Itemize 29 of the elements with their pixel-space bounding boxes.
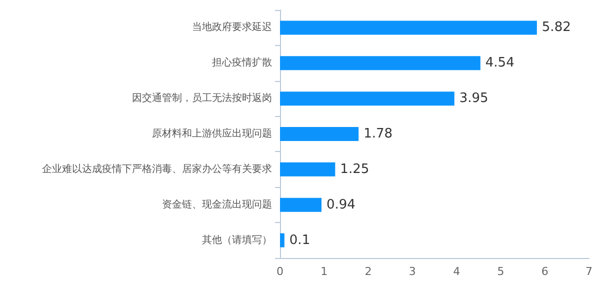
data-label: 3.95 — [459, 91, 488, 106]
data-label: 0.94 — [326, 197, 356, 212]
y-tick-label: 其他（请填写） — [202, 234, 272, 246]
data-label: 1.25 — [340, 162, 370, 177]
x-tick-label: 3 — [408, 265, 416, 278]
bar — [280, 198, 322, 212]
y-tick-label: 企业难以达成疫情下严格消毒、居家办公等有关要求 — [42, 162, 272, 175]
x-tick-label: 4 — [453, 265, 460, 278]
data-label: 1.78 — [364, 126, 393, 142]
y-tick-label: 原材料和上游供应出现问题 — [152, 128, 272, 140]
bar — [280, 92, 454, 106]
data-label: 5.82 — [542, 20, 571, 36]
data-label: 4.54 — [485, 56, 514, 71]
bar — [280, 56, 480, 70]
x-tick-label: 2 — [364, 265, 372, 278]
x-tick-label: 6 — [541, 265, 548, 278]
bar — [280, 127, 359, 141]
bar — [280, 233, 284, 248]
x-tick-label: 0 — [276, 265, 284, 278]
bar — [280, 20, 537, 35]
y-tick-label: 资金链、现金流出现问题 — [162, 198, 272, 210]
data-label: 0.1 — [289, 232, 310, 248]
bar — [280, 162, 336, 176]
y-tick-label: 担心疫情扩散 — [212, 56, 272, 69]
x-tick-label: 1 — [320, 265, 328, 278]
y-tick-label: 当地政府要求延迟 — [192, 21, 272, 34]
x-tick-label: 5 — [497, 265, 504, 278]
y-tick-label: 因交通管制，员工无法按时返岗 — [132, 92, 272, 104]
x-tick-label: 7 — [586, 265, 592, 278]
